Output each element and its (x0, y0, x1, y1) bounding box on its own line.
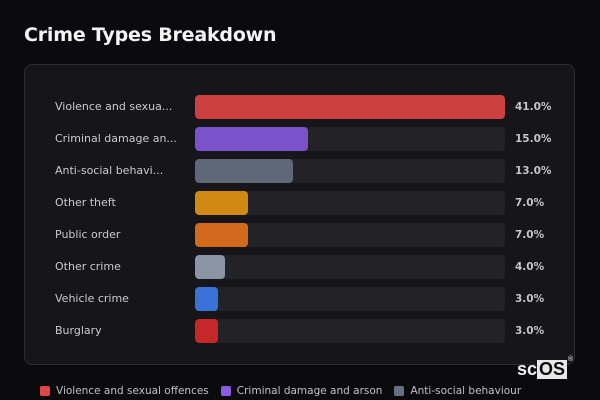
bar-value: 4.0% (515, 261, 545, 273)
bar-row[interactable]: Other theft 7.0% (25, 191, 574, 215)
bar-fill[interactable] (195, 95, 505, 119)
bar-value: 13.0% (515, 165, 552, 177)
legend-label: Criminal damage and arson (236, 385, 383, 397)
bar-row[interactable]: Criminal damage an... 15.0% (25, 127, 574, 151)
bar-fill[interactable] (195, 287, 218, 311)
bar-fill[interactable] (195, 319, 218, 343)
registered-icon: ® (568, 356, 574, 363)
bar-row[interactable]: Violence and sexua... 41.0% (25, 95, 574, 119)
legend: Violence and sexual offences Criminal dam… (40, 385, 521, 397)
legend-item[interactable]: Anti-social behaviour (394, 385, 521, 397)
bar-value: 7.0% (515, 229, 545, 241)
bar-label: Other crime (55, 260, 121, 273)
bar-fill[interactable] (195, 127, 309, 151)
bar-label: Anti-social behavi... (55, 164, 164, 177)
chart-title: Crime Types Breakdown (24, 24, 277, 46)
bar-value: 7.0% (515, 197, 545, 209)
scos-logo: sc OS ® (517, 356, 574, 380)
legend-swatch (394, 386, 405, 396)
bar-track (195, 255, 505, 279)
bar-row[interactable]: Burglary 3.0% (25, 319, 574, 343)
bar-label: Criminal damage an... (55, 132, 177, 145)
bar-track (195, 127, 505, 151)
bar-value: 15.0% (515, 133, 552, 145)
bar-label: Public order (55, 228, 121, 241)
legend-item[interactable]: Criminal damage and arson (220, 385, 383, 397)
legend-label: Anti-social behaviour (410, 385, 522, 397)
bar-track (195, 223, 505, 247)
bar-fill[interactable] (195, 223, 248, 247)
bar-value: 3.0% (515, 325, 545, 337)
bar-track (195, 191, 505, 215)
bar-label: Violence and sexua... (55, 100, 173, 113)
bar-fill[interactable] (195, 191, 248, 215)
bar-fill[interactable] (195, 255, 226, 279)
bar-row[interactable]: Anti-social behavi... 13.0% (25, 159, 574, 183)
bar-track (195, 159, 505, 183)
bar-fill[interactable] (195, 159, 294, 183)
bar-label: Vehicle crime (55, 292, 129, 305)
bar-label: Burglary (55, 324, 102, 337)
chart-card: Violence and sexua... 41.0% Criminal damag… (24, 64, 575, 365)
bar-row[interactable]: Vehicle crime 3.0% (25, 287, 574, 311)
bar-row[interactable]: Other crime 4.0% (25, 255, 574, 279)
bar-track (195, 95, 505, 119)
logo-sc: sc (517, 359, 538, 379)
legend-swatch (40, 386, 50, 396)
bar-track (195, 287, 505, 311)
bar-label: Other theft (55, 196, 116, 209)
bar-value: 3.0% (515, 293, 545, 305)
logo-os: OS (537, 359, 568, 379)
bar-track (195, 319, 505, 343)
bar-row[interactable]: Public order 7.0% (25, 223, 574, 247)
legend-item[interactable]: Violence and sexual offences (40, 385, 209, 397)
legend-swatch (220, 386, 231, 396)
bar-value: 41.0% (515, 101, 552, 113)
legend-label: Violence and sexual offences (56, 385, 209, 397)
